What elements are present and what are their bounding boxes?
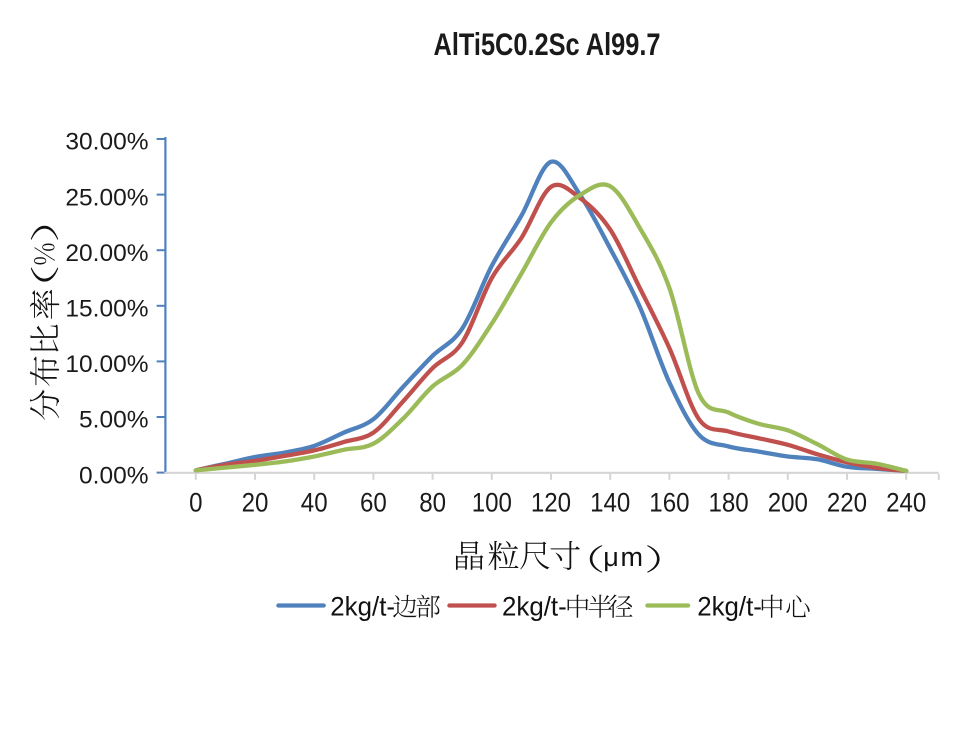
svg-text:2kg/t-: 2kg/t- (330, 591, 395, 622)
svg-text:60: 60 (360, 488, 387, 518)
svg-text:5.00%: 5.00% (79, 407, 148, 434)
svg-text:2kg/t-: 2kg/t- (697, 591, 762, 622)
svg-text:100: 100 (472, 488, 512, 518)
svg-text:30.00%: 30.00% (65, 129, 148, 156)
svg-text:15.00%: 15.00% (65, 296, 148, 323)
svg-text:0: 0 (189, 488, 202, 518)
svg-text:0.00%: 0.00% (79, 462, 148, 489)
svg-text:25.00%: 25.00% (65, 184, 148, 211)
svg-text:20: 20 (242, 488, 269, 518)
svg-text:m: m (620, 542, 643, 572)
svg-text:80: 80 (419, 488, 446, 518)
svg-text:μ: μ (603, 542, 619, 572)
svg-text:2kg/t-: 2kg/t- (502, 591, 567, 622)
svg-text:40: 40 (301, 488, 328, 518)
svg-text:10.00%: 10.00% (65, 351, 148, 378)
svg-text:140: 140 (590, 488, 630, 518)
svg-text:200: 200 (768, 488, 808, 518)
svg-text:20.00%: 20.00% (65, 240, 148, 267)
svg-text:240: 240 (886, 488, 926, 518)
svg-text:220: 220 (827, 488, 867, 518)
svg-text:AlTi5C0.2Sc Al99.7: AlTi5C0.2Sc Al99.7 (434, 26, 661, 62)
svg-text:120: 120 (531, 488, 571, 518)
svg-text:160: 160 (649, 488, 689, 518)
svg-text:180: 180 (709, 488, 749, 518)
